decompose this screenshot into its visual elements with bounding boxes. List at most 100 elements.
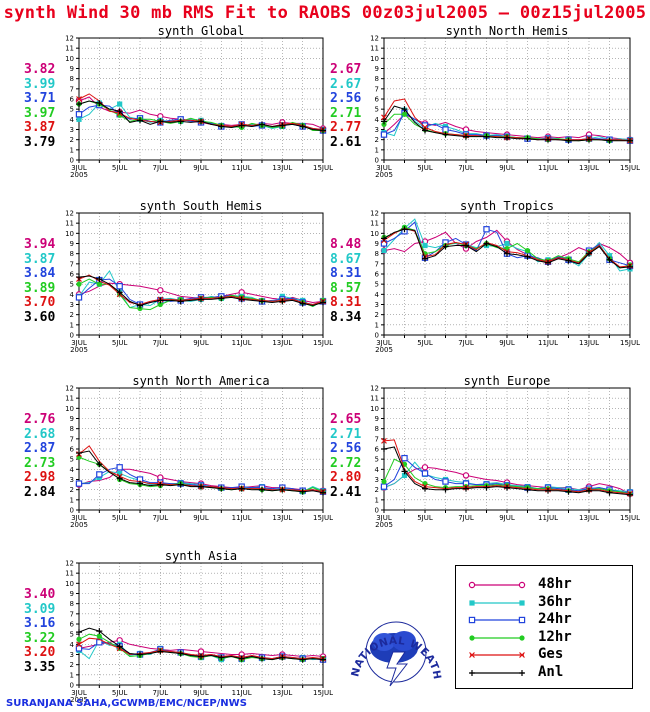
y-tick-label: 11: [370, 395, 379, 403]
y-tick-label: 2: [375, 311, 379, 319]
legend-swatch-anl: [469, 669, 525, 676]
data-point-anl: [76, 450, 82, 457]
data-point-anl: [565, 257, 572, 264]
stat-48hr: 8.48: [330, 237, 362, 252]
data-point-36hr: [606, 253, 613, 259]
stat-24hr: 2.87: [24, 441, 56, 456]
stat-ges: 3.87: [24, 120, 56, 135]
legend-marker: [469, 669, 475, 676]
stat-36hr: 3.09: [24, 601, 56, 617]
x-tick-label: 13JUL: [272, 164, 292, 172]
y-tick-label: 12: [65, 385, 74, 393]
stat-anl: 2.41: [330, 484, 362, 500]
y-tick-label: 5: [375, 106, 379, 114]
y-tick-label: 10: [65, 230, 74, 238]
y-tick-label: 1: [375, 496, 379, 504]
data-point-36hr: [381, 248, 387, 254]
data-point-12hr: [96, 633, 102, 639]
stat-12hr: 2.71: [330, 105, 362, 121]
stat-36hr: 2.67: [330, 76, 362, 92]
x-tick-label: 3JUL: [71, 164, 87, 172]
y-tick-label: 12: [65, 35, 74, 43]
y-tick-label: 4: [70, 291, 75, 299]
stat-anl: 3.79: [24, 134, 56, 150]
x-tick-year-label: 2005: [70, 346, 88, 354]
y-tick-label: 11: [65, 570, 74, 578]
y-tick-label: 4: [70, 116, 75, 124]
y-tick-label: 1: [70, 671, 74, 679]
data-point-anl: [606, 489, 613, 496]
data-point-12hr: [401, 111, 408, 117]
x-tick-label: 5JUL: [112, 164, 128, 172]
data-point-anl: [116, 643, 123, 650]
data-point-anl: [157, 297, 164, 304]
stat-24hr: 8.31: [330, 266, 362, 281]
data-point-36hr: [401, 472, 408, 479]
y-tick-label: 10: [65, 405, 74, 413]
stat-48hr: 2.67: [330, 62, 362, 77]
panel-title: synth Asia: [164, 549, 238, 563]
y-tick-label: 9: [70, 415, 74, 423]
y-tick-label: 6: [375, 271, 380, 279]
data-point-anl: [545, 259, 551, 266]
stat-24hr: 3.84: [24, 266, 56, 281]
legend-item-anl: Anl: [466, 664, 626, 682]
data-point-anl: [279, 298, 286, 305]
x-tick-label: 15JUL: [313, 689, 333, 697]
data-point-anl: [422, 127, 428, 134]
series-line-12hr: [78, 100, 323, 131]
legend-label: 48hr: [538, 576, 572, 592]
legend-swatch-12hr: [469, 634, 525, 641]
data-point-48hr: [157, 287, 164, 294]
legend-marker: [469, 652, 475, 658]
stat-36hr: 3.87: [24, 251, 56, 267]
y-tick-label: 5: [70, 631, 74, 639]
y-tick-label: 5: [70, 281, 74, 289]
x-tick-label: 15JUL: [313, 164, 333, 172]
data-point-anl: [238, 296, 245, 303]
x-tick-label: 13JUL: [272, 514, 292, 522]
x-tick-label: 7JUL: [458, 164, 474, 172]
data-point-anl: [218, 654, 225, 661]
x-tick-label: 15JUL: [620, 339, 640, 347]
data-point-anl: [483, 484, 490, 491]
y-tick-label: 8: [70, 425, 74, 433]
x-tick-label: 15JUL: [313, 514, 333, 522]
stat-48hr: 2.76: [24, 412, 56, 427]
data-point-anl: [545, 487, 551, 494]
data-point-anl: [565, 488, 572, 495]
data-point-anl: [606, 137, 613, 144]
legend-item-12hr: 12hr: [466, 629, 626, 647]
y-tick-label: 1: [70, 496, 74, 504]
legend-marker: [469, 634, 475, 641]
data-point-anl: [545, 136, 551, 143]
data-point-anl: [137, 651, 143, 658]
data-point-anl: [198, 653, 204, 660]
data-point-36hr: [504, 240, 510, 247]
y-tick-label: 12: [370, 385, 379, 393]
data-point-24hr: [75, 111, 83, 118]
x-tick-year-label: 2005: [70, 521, 88, 529]
data-point-24hr: [421, 470, 429, 477]
x-tick-label: 15JUL: [620, 164, 640, 172]
stat-ges: 2.98: [24, 470, 56, 485]
legend-marker: [519, 669, 525, 676]
x-tick-label: 13JUL: [579, 164, 599, 172]
y-tick-label: 3: [375, 126, 379, 134]
data-point-anl: [504, 250, 510, 257]
data-point-12hr: [381, 121, 387, 128]
y-tick-label: 3: [375, 476, 379, 484]
y-tick-label: 12: [65, 560, 74, 568]
data-point-anl: [401, 468, 408, 475]
y-tick-label: 7: [70, 610, 74, 618]
data-point-anl: [381, 446, 387, 452]
data-point-anl: [157, 481, 164, 488]
x-tick-label: 11JUL: [232, 339, 252, 347]
x-tick-label: 7JUL: [153, 689, 169, 697]
data-point-anl: [279, 486, 286, 493]
y-tick-label: 0: [375, 332, 379, 340]
data-point-anl: [157, 118, 164, 125]
stat-24hr: 2.56: [330, 441, 362, 456]
